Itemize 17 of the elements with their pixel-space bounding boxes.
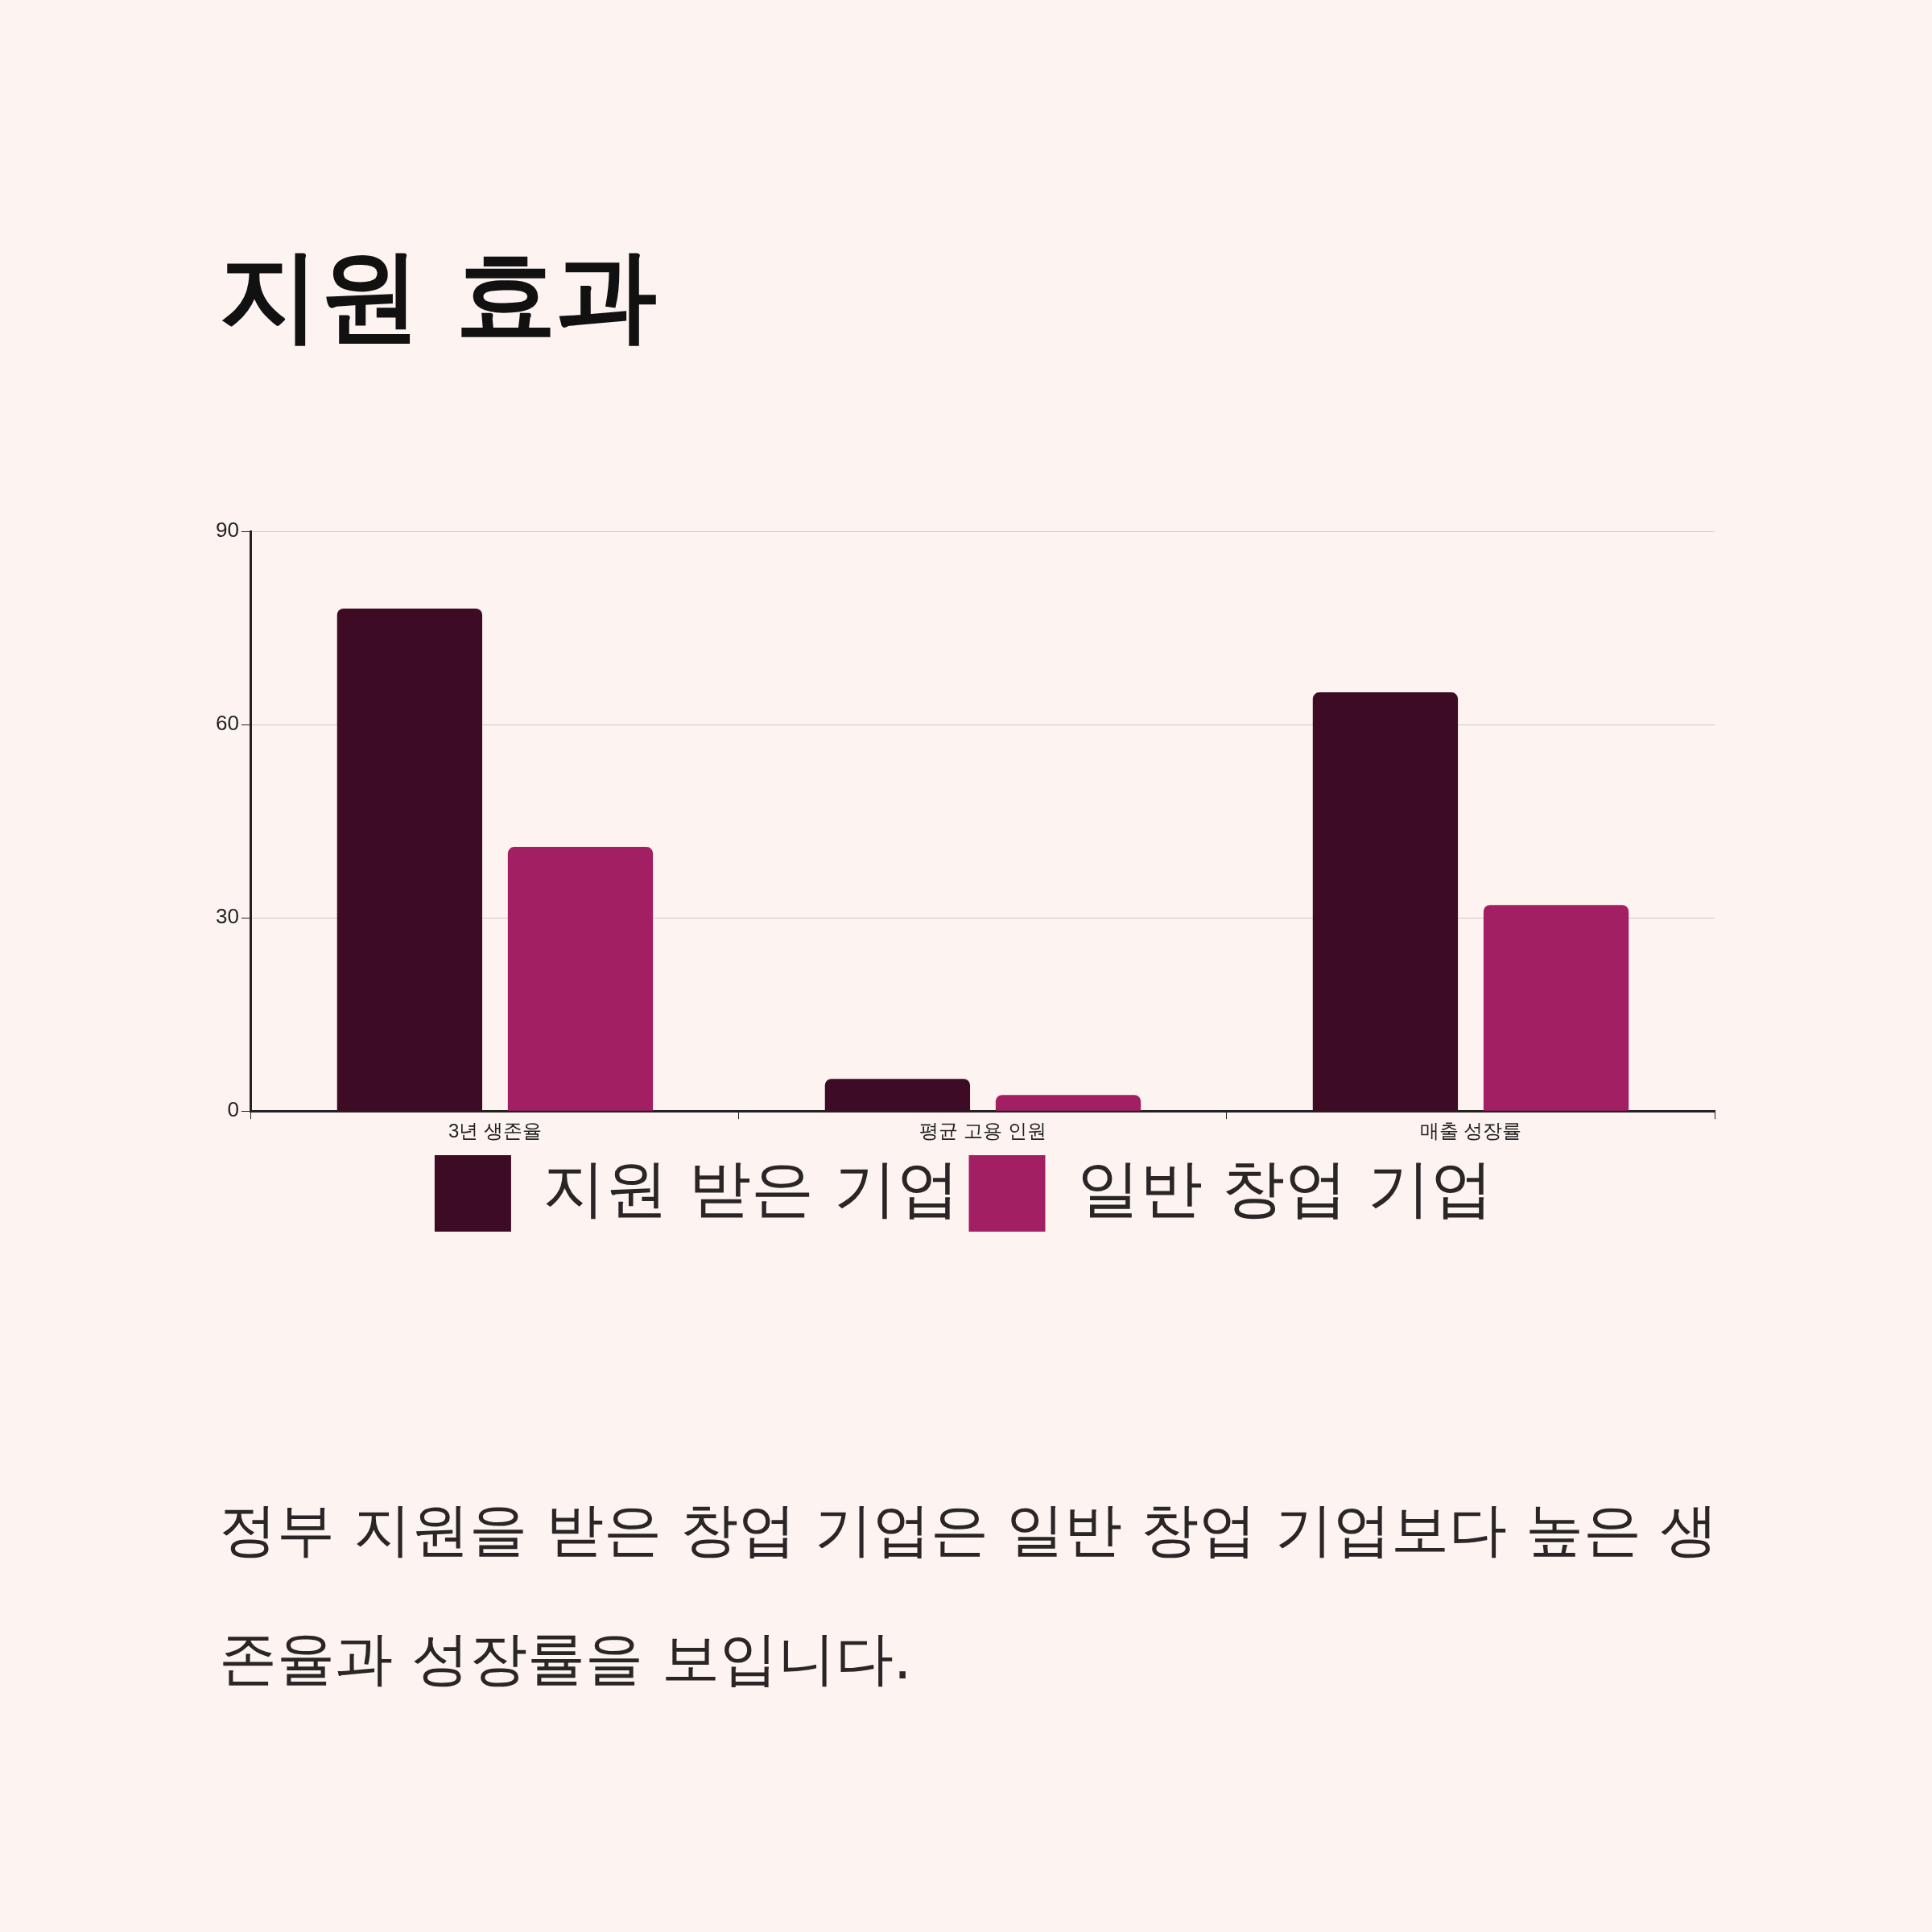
chart-title: 지원 효과 [219,236,657,355]
y-tick-label: 30 [216,904,239,929]
bar [507,847,654,1111]
bar [995,1095,1141,1111]
x-tick-label: 매출 성장률 [1419,1120,1522,1142]
y-tick-label: 90 [216,518,239,543]
x-tick-label: 평균 고용 인원 [919,1120,1046,1142]
legend-label: 일반 창업 기업 [1076,1151,1494,1224]
bar [1483,905,1629,1111]
legend-label: 지원 받은 기업 [542,1151,960,1224]
y-tick-label: 60 [216,711,239,736]
bar [824,1079,971,1111]
y-tick-label: 0 [227,1097,239,1122]
text: 정부 지원을 받은 창업 기업은 일반 창업 기업보다 높은 생존율과 성장률을 보입니다. [219,1495,1719,1694]
bar [336,609,483,1111]
x-tick-label: 3년 생존율 [448,1120,542,1142]
bar [1312,692,1459,1111]
